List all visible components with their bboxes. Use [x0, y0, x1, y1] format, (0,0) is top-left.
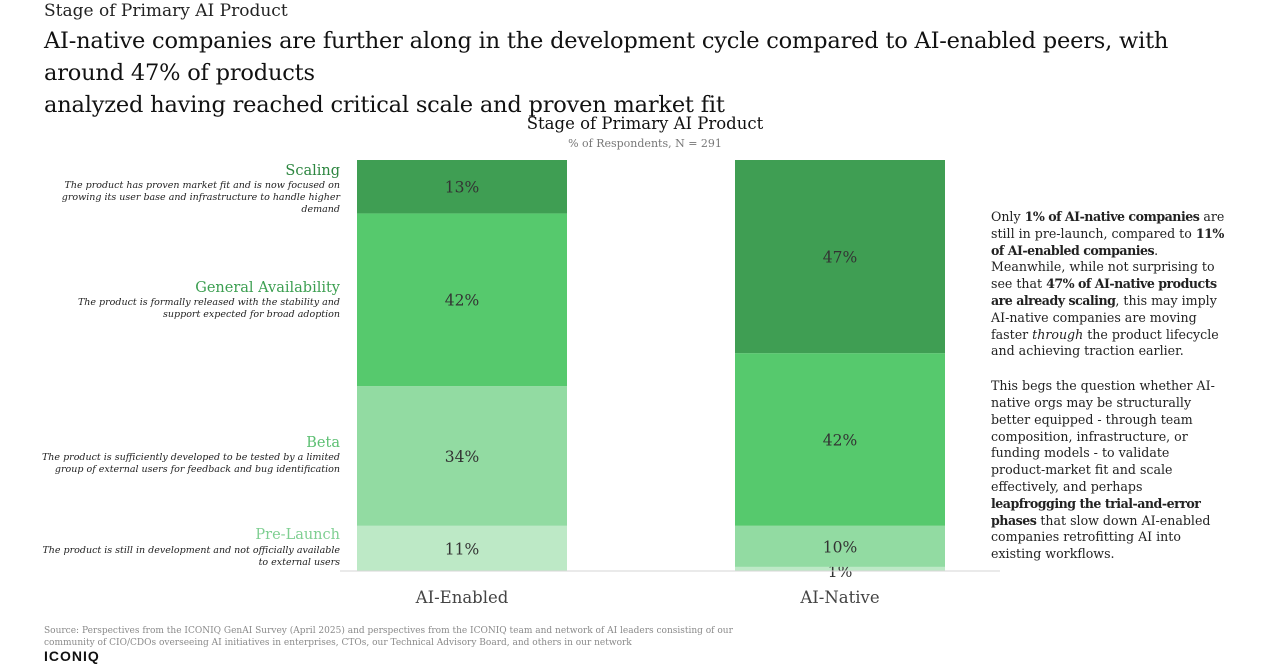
- stage-desc-beta: The product is sufficiently developed to…: [41, 452, 340, 475]
- commentary-p1-segment-4: . Meanwhile, while not surprising to see…: [991, 242, 1215, 292]
- headline: AI-native companies are further along in…: [44, 25, 1244, 121]
- data-label-ai-native-pre-launch: 1%: [828, 563, 853, 581]
- commentary-p1-segment-0: Only: [991, 209, 1025, 224]
- commentary-p1-segment-8: the product lifecycle and achieving trac…: [991, 326, 1219, 359]
- commentary: Only 1% of AI-native companies are still…: [991, 209, 1227, 581]
- bar-ai-native-general-availability: [735, 353, 945, 526]
- commentary-p1-segment-5: 47% of AI-native products are already sc…: [991, 276, 1217, 308]
- stage-label-general-availability: General Availability: [195, 280, 340, 296]
- commentary-p1-segment-1: 1% of AI-native companies: [1024, 209, 1200, 224]
- commentary-p2-segment-0: This begs the question whether AI-native…: [991, 378, 1215, 494]
- bar-ai-native-pre-launch: [735, 566, 945, 571]
- category-label-ai-native: AI-Native: [799, 588, 879, 607]
- data-label-ai-enabled-beta: 34%: [445, 448, 479, 466]
- bar-ai-native-scaling: [735, 160, 945, 354]
- data-label-ai-enabled-pre-launch: 11%: [445, 540, 479, 558]
- commentary-p1-segment-6: , this may imply AI-native companies are…: [991, 292, 1217, 342]
- data-label-ai-native-beta: 10%: [823, 538, 857, 556]
- commentary-paragraph-1: Only 1% of AI-native companies are still…: [991, 209, 1227, 360]
- stage-label-beta: Beta: [306, 435, 340, 451]
- data-label-ai-native-scaling: 47%: [823, 249, 857, 267]
- bar-ai-enabled-pre-launch: [357, 525, 567, 571]
- commentary-p2-segment-2: that slow down AI-enabled companies retr…: [991, 512, 1211, 562]
- data-label-ai-enabled-general-availability: 42%: [445, 292, 479, 310]
- commentary-p2-segment-1: leapfrogging the trial-and-error phases: [991, 495, 1201, 528]
- stage-desc-pre-launch: The product is still in development and …: [42, 545, 340, 568]
- bar-ai-native-beta: [735, 525, 945, 567]
- commentary-p1-segment-7: through: [1032, 326, 1084, 342]
- stage-desc-general-availability: The product is formally released with th…: [77, 297, 340, 320]
- supertitle: Stage of Primary AI Product: [44, 1, 288, 21]
- iconiq-logo: ICONIQ: [44, 648, 100, 664]
- stage-label-scaling: Scaling: [285, 163, 340, 179]
- commentary-paragraph-2: This begs the question whether AI-native…: [991, 378, 1227, 563]
- commentary-p1-segment-3: 11% of AI-enabled companies: [991, 225, 1224, 258]
- headline-line-1: AI-native companies are further along in…: [44, 28, 1169, 86]
- stage-label-pre-launch: Pre-Launch: [255, 527, 340, 543]
- data-label-ai-enabled-scaling: 13%: [445, 179, 479, 197]
- commentary-p1-segment-2: are still in pre-launch, compared to: [991, 209, 1225, 241]
- bar-ai-enabled-scaling: [357, 160, 567, 214]
- category-label-ai-enabled: AI-Enabled: [415, 588, 509, 607]
- bar-ai-enabled-general-availability: [357, 213, 567, 387]
- bar-ai-enabled-beta: [357, 386, 567, 526]
- headline-line-2: analyzed having reached critical scale a…: [44, 92, 725, 118]
- source-note: Source: Perspectives from the ICONIQ Gen…: [44, 626, 733, 648]
- stage-desc-scaling: The product has proven market fit and is…: [61, 180, 340, 215]
- chart-title: Stage of Primary AI Product: [526, 114, 764, 133]
- data-label-ai-native-general-availability: 42%: [823, 431, 857, 449]
- chart-subtitle: % of Respondents, N = 291: [568, 137, 722, 150]
